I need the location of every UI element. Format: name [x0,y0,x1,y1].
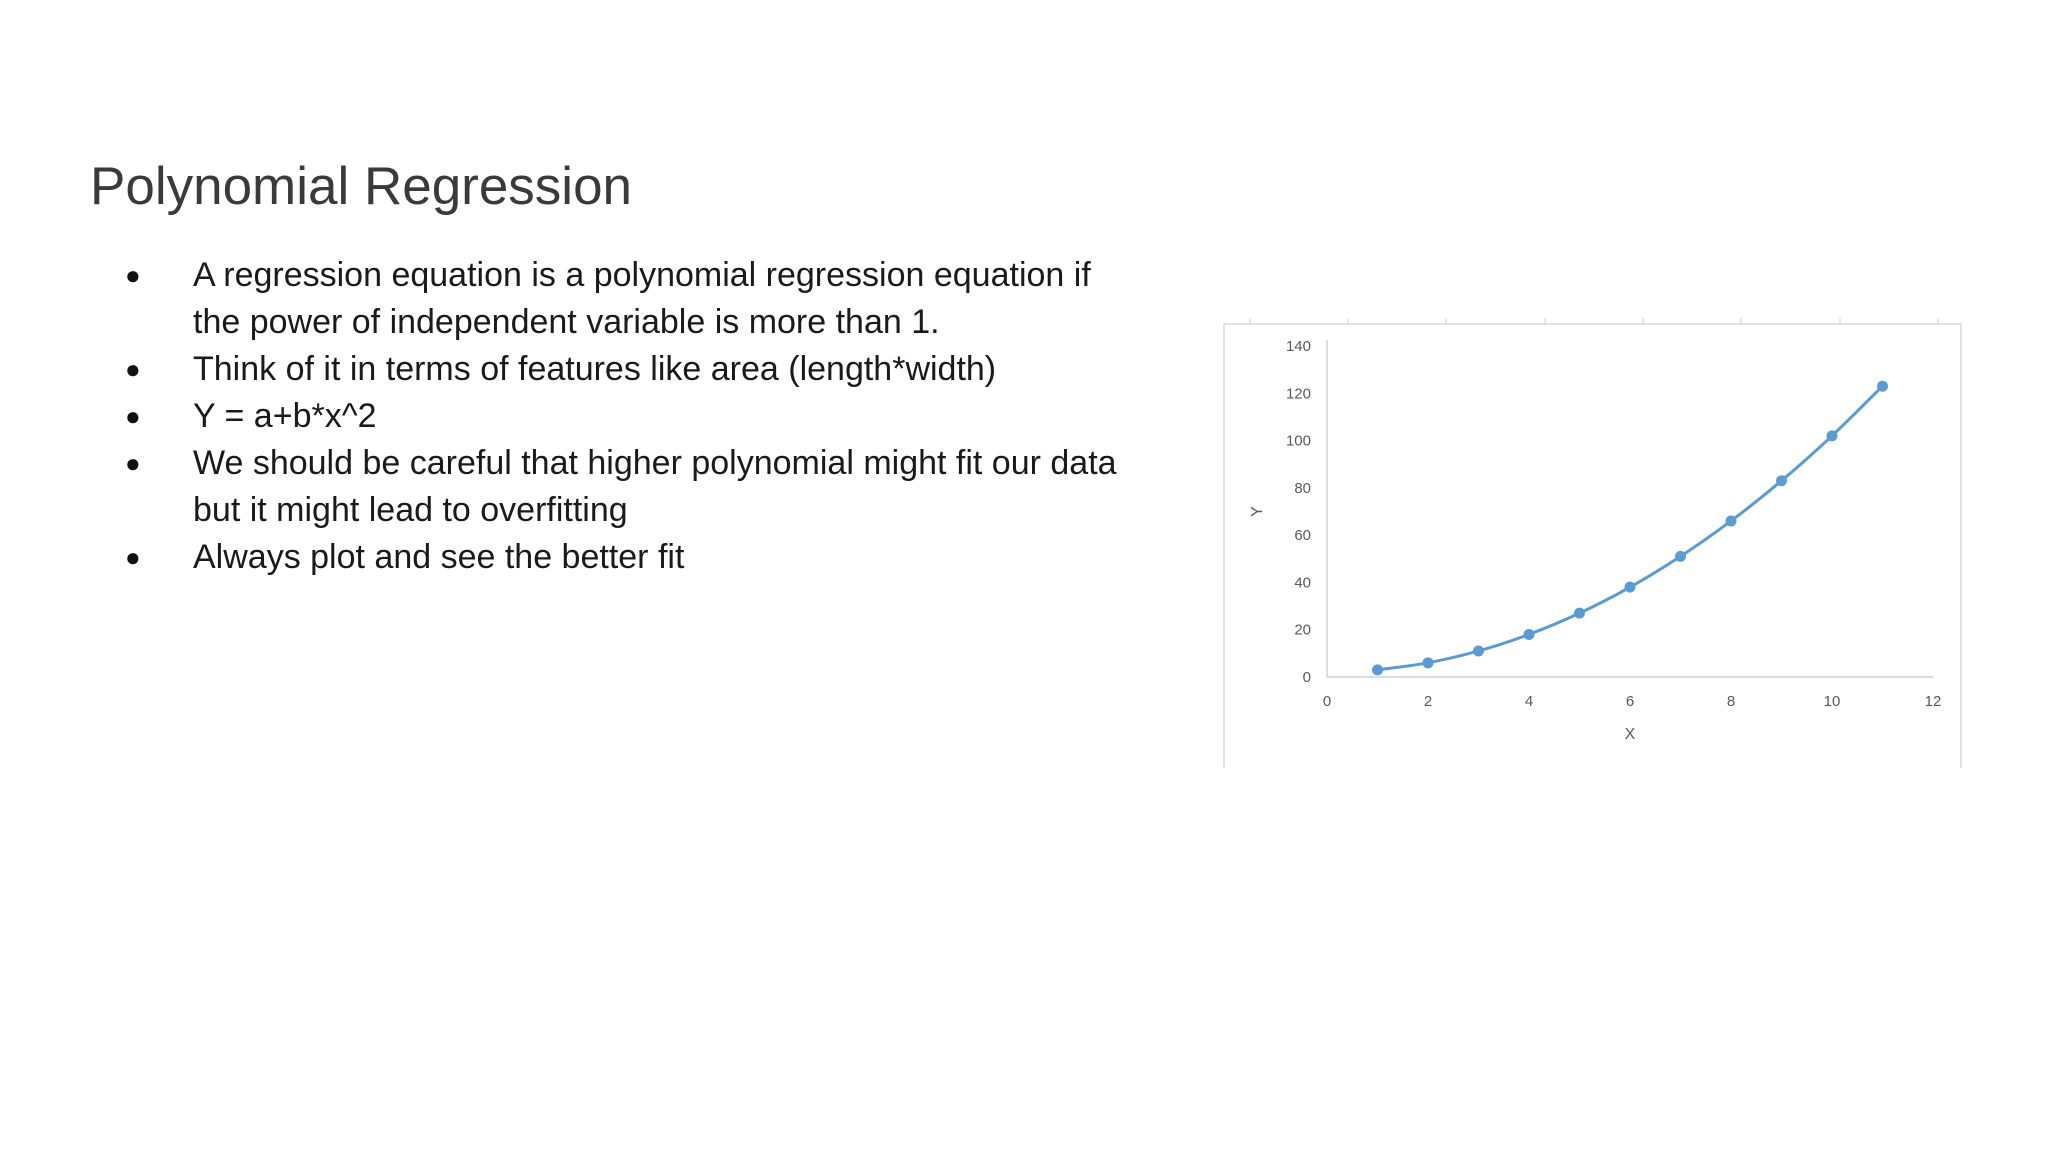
data-point [1473,645,1484,657]
bullet-text: A regression equation is a polynomial re… [193,256,1091,341]
data-point [1826,430,1838,442]
chart-frame [1223,323,1962,768]
bullet-item: ● We should be careful that higher polyn… [120,440,1140,534]
data-point [1574,607,1585,619]
bullet-text: Think of it in terms of features like ar… [193,350,997,388]
slide-title: Polynomial Regression [90,157,633,216]
data-point [1877,380,1888,392]
data-point [1776,475,1787,487]
bullet-item: ● Y = a+b*x^2 [120,393,1140,440]
y-tick-label: 140 [1286,338,1311,355]
x-tick-label: 2 [1424,693,1432,710]
y-tick-label: 120 [1286,385,1311,402]
y-axis-label: Y [1249,506,1266,517]
data-point [1372,664,1383,676]
chart-image: 0 20 40 60 80 100 120 140 0 2 4 6 8 10 12 X Y [1223,316,1968,768]
data-point [1422,657,1434,669]
bullet-marker: ● [125,354,141,384]
data-point [1675,550,1686,562]
data-point [1523,628,1535,640]
x-axis-label: X [1625,726,1636,743]
bullet-text: Always plot and see the better fit [193,538,685,576]
y-tick-label: 80 [1294,480,1311,497]
data-point [1725,515,1737,527]
line-chart: 0 20 40 60 80 100 120 140 0 2 4 6 8 10 12 X Y [1223,318,1962,768]
bullet-marker: ● [125,401,141,431]
bullet-item: ● A regression equation is a polynomial … [120,252,1140,346]
x-tick-label: 4 [1525,693,1533,710]
x-tick-label: 0 [1323,693,1331,710]
bullet-text: Y = a+b*x^2 [193,397,377,435]
bullet-text: We should be careful that higher polynom… [193,444,1117,529]
x-tick-label: 12 [1925,693,1942,710]
y-tick-label: 20 [1294,622,1311,639]
y-tick-label: 0 [1303,669,1311,686]
y-tick-label: 100 [1286,433,1311,450]
bullet-marker: ● [125,448,141,478]
bullet-list: ● A regression equation is a polynomial … [120,252,1140,581]
x-tick-label: 10 [1824,693,1841,710]
bullet-item: ● Always plot and see the better fit [120,534,1140,581]
x-tick-label: 6 [1626,693,1634,710]
bullet-marker: ● [125,260,141,290]
x-tick-label: 8 [1727,693,1735,710]
bullet-marker: ● [125,542,141,572]
y-tick-label: 60 [1294,527,1311,544]
y-tick-label: 40 [1294,574,1311,591]
data-point [1624,581,1636,593]
bullet-item: ● Think of it in terms of features like … [120,346,1140,393]
